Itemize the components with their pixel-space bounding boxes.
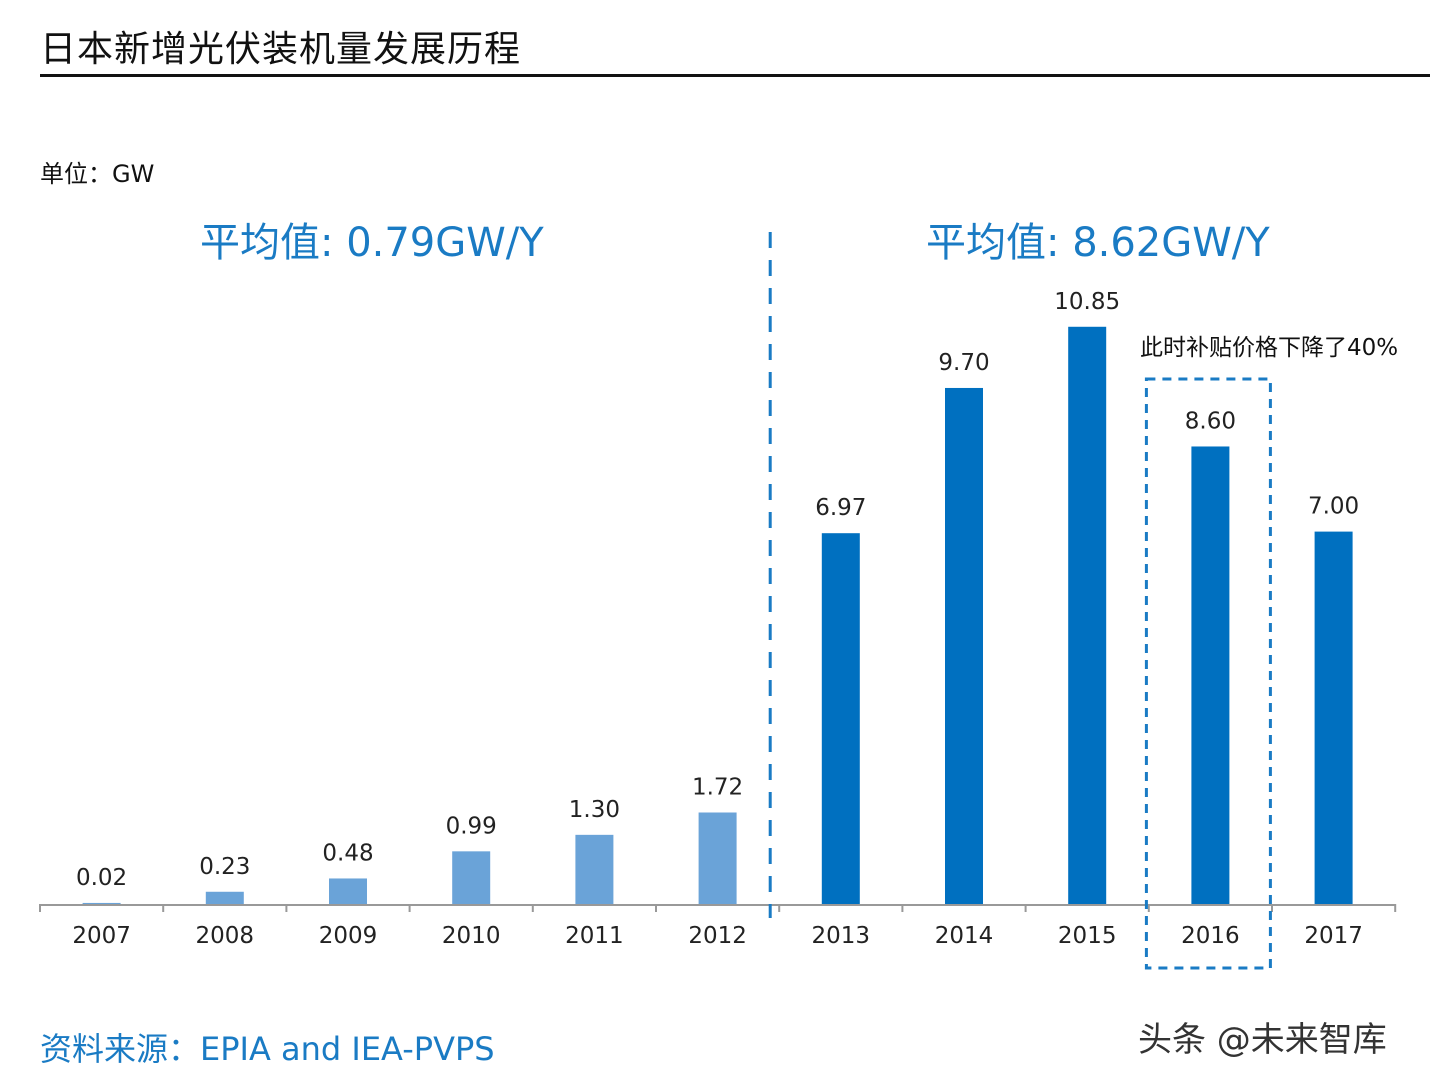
x-tick-label-2014: 2014 <box>935 923 994 949</box>
x-tick-label-2017: 2017 <box>1304 923 1363 949</box>
bar-2009 <box>329 878 367 904</box>
bar-2010 <box>452 851 491 904</box>
bar-2015 <box>1068 326 1107 904</box>
chart-title: 日本新增光伏装机量发展历程 <box>40 29 522 70</box>
x-tick-label-2016: 2016 <box>1181 923 1240 949</box>
data-label-2011: 1.30 <box>569 797 620 823</box>
x-tick-label-2010: 2010 <box>442 923 501 949</box>
x-tick-label-2011: 2011 <box>565 923 624 949</box>
bar-2014 <box>945 387 983 905</box>
bar-2012 <box>698 812 737 904</box>
x-tick-label-2009: 2009 <box>319 923 378 949</box>
data-label-2013: 6.97 <box>815 495 866 521</box>
x-tick-label-2013: 2013 <box>812 923 871 949</box>
bar-2008 <box>205 891 244 904</box>
note-2016-annotation: 此时补贴价格下降了40% <box>1140 335 1399 361</box>
bar-2007 <box>82 902 121 904</box>
x-tick-label-2008: 2008 <box>196 923 255 949</box>
watermark: 头条 @未来智库 <box>1138 1020 1387 1060</box>
data-label-2010: 0.99 <box>446 813 497 839</box>
data-label-2012: 1.72 <box>692 774 743 800</box>
data-label-2007: 0.02 <box>76 865 127 891</box>
x-tick-label-2015: 2015 <box>1058 923 1117 949</box>
highlight-box-2016 <box>1144 377 1272 970</box>
average-left-annotation: 平均值: 0.79GW/Y <box>200 220 544 266</box>
bar-2017 <box>1314 531 1353 904</box>
data-label-2017: 7.00 <box>1308 494 1359 520</box>
bar-2011 <box>575 834 614 904</box>
data-label-2016: 8.60 <box>1185 408 1236 434</box>
bar-2013 <box>821 533 860 904</box>
average-right-annotation: 平均值: 8.62GW/Y <box>926 220 1270 266</box>
data-label-2008: 0.23 <box>199 854 250 880</box>
x-tick-label-2007: 2007 <box>72 923 131 949</box>
bar-2016 <box>1191 446 1230 904</box>
data-label-2009: 0.48 <box>322 840 373 866</box>
data-label-2014: 9.70 <box>938 350 989 376</box>
title-divider <box>40 74 1430 77</box>
data-label-2015: 10.85 <box>1054 289 1120 315</box>
source-note: 资料来源：EPIA and IEA-PVPS <box>40 1030 495 1068</box>
unit-label: 单位：GW <box>40 160 155 188</box>
x-tick-label-2012: 2012 <box>688 923 747 949</box>
